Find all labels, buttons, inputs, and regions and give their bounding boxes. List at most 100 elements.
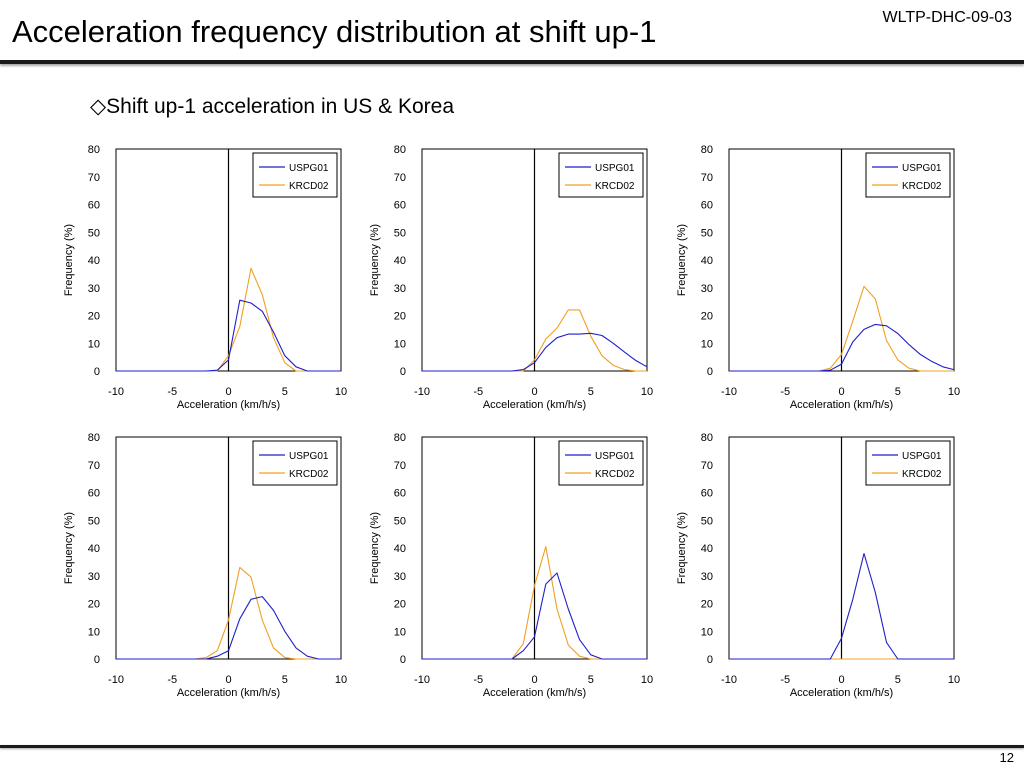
legend-label: KRCD02 bbox=[595, 181, 635, 192]
legend-box bbox=[252, 152, 338, 198]
y-axis-label: Frequency (%) bbox=[63, 512, 75, 584]
legend-box bbox=[865, 440, 951, 486]
x-axis-label: Acceleration (km/h/s) bbox=[483, 687, 586, 699]
x-tick-label: 0 bbox=[225, 386, 231, 398]
series-line-uspg01 bbox=[422, 572, 647, 660]
y-tick-label: 80 bbox=[701, 144, 713, 156]
y-tick-label: 40 bbox=[701, 255, 713, 267]
y-tick-label: 60 bbox=[88, 488, 100, 500]
legend-label: KRCD02 bbox=[902, 181, 942, 192]
x-tick-label: 0 bbox=[838, 674, 844, 686]
x-tick-label: -10 bbox=[108, 674, 124, 686]
y-tick-label: 10 bbox=[394, 626, 406, 638]
x-axis-label: Acceleration (km/h/s) bbox=[483, 399, 586, 411]
legend-label: USPG01 bbox=[289, 451, 329, 462]
y-tick-label: 20 bbox=[701, 599, 713, 611]
series-line-uspg01 bbox=[729, 552, 954, 660]
y-tick-label: 40 bbox=[394, 255, 406, 267]
legend-label: USPG01 bbox=[595, 163, 635, 174]
footer-divider bbox=[0, 745, 1024, 748]
y-tick-label: 10 bbox=[394, 338, 406, 350]
y-tick-label: 60 bbox=[394, 488, 406, 500]
series-line-uspg01 bbox=[116, 299, 341, 372]
series-line-uspg01 bbox=[729, 323, 955, 372]
y-tick-label: 10 bbox=[88, 626, 100, 638]
y-tick-label: 20 bbox=[88, 311, 100, 323]
y-tick-label: 70 bbox=[394, 460, 406, 472]
chart-panel-2: 0 10 20 30 40 50 60 70 80 -10 -5 0 5 10 Acceleration (… bbox=[369, 144, 653, 411]
chart-panel-1: 0 10 20 30 40 50 60 70 80 -10 -5 0 5 10 Acceleration (… bbox=[63, 144, 347, 411]
y-tick-label: 70 bbox=[88, 460, 100, 472]
y-tick-label: 40 bbox=[88, 543, 100, 555]
chart-panel-5: 0 10 20 30 40 50 60 70 80 -10 -5 0 5 10 Acceleration (… bbox=[369, 432, 653, 699]
y-axis-label: Frequency (%) bbox=[369, 224, 381, 296]
legend-box bbox=[865, 152, 951, 198]
slide-title: Acceleration frequency distribution at s… bbox=[12, 14, 657, 49]
x-tick-label: -5 bbox=[780, 386, 790, 398]
x-axis-label: Acceleration (km/h/s) bbox=[177, 687, 280, 699]
x-tick-label: 5 bbox=[282, 674, 288, 686]
y-tick-label: 80 bbox=[88, 432, 100, 444]
y-tick-label: 0 bbox=[707, 366, 713, 378]
y-tick-label: 0 bbox=[400, 654, 406, 666]
x-tick-label: -5 bbox=[473, 674, 483, 686]
y-tick-label: 20 bbox=[394, 599, 406, 611]
legend-label: USPG01 bbox=[595, 451, 635, 462]
y-tick-label: 80 bbox=[394, 144, 406, 156]
x-tick-label: -10 bbox=[414, 386, 430, 398]
y-tick-label: 50 bbox=[701, 515, 713, 527]
y-tick-label: 80 bbox=[394, 432, 406, 444]
y-tick-label: 60 bbox=[701, 200, 713, 212]
series-line-uspg01 bbox=[116, 596, 341, 660]
y-tick-label: 0 bbox=[94, 366, 100, 378]
legend-label: USPG01 bbox=[902, 163, 942, 174]
y-tick-label: 80 bbox=[701, 432, 713, 444]
x-axis-label: Acceleration (km/h/s) bbox=[790, 399, 893, 411]
x-tick-label: 10 bbox=[335, 386, 347, 398]
x-tick-label: 0 bbox=[531, 386, 537, 398]
x-tick-label: -10 bbox=[414, 674, 430, 686]
section-subtitle: ◇Shift up-1 acceleration in US & Korea bbox=[90, 95, 455, 118]
y-tick-label: 30 bbox=[394, 283, 406, 295]
legend-label: KRCD02 bbox=[902, 469, 942, 480]
x-tick-label: -10 bbox=[108, 386, 124, 398]
legend-label: USPG01 bbox=[289, 163, 329, 174]
y-tick-label: 10 bbox=[701, 338, 713, 350]
y-tick-label: 60 bbox=[88, 200, 100, 212]
x-tick-label: 5 bbox=[895, 674, 901, 686]
y-tick-label: 20 bbox=[701, 311, 713, 323]
y-tick-label: 60 bbox=[394, 200, 406, 212]
x-tick-label: -5 bbox=[780, 674, 790, 686]
y-tick-label: 70 bbox=[701, 172, 713, 184]
x-tick-label: 0 bbox=[531, 674, 537, 686]
x-tick-label: 5 bbox=[588, 386, 594, 398]
page-number: 12 bbox=[999, 750, 1014, 765]
legend-box bbox=[558, 440, 644, 486]
x-tick-label: 10 bbox=[948, 386, 960, 398]
y-tick-label: 20 bbox=[88, 599, 100, 611]
title-divider bbox=[0, 60, 1024, 64]
y-tick-label: 70 bbox=[394, 172, 406, 184]
x-tick-label: -10 bbox=[721, 674, 737, 686]
x-axis-label: Acceleration (km/h/s) bbox=[790, 687, 893, 699]
chart-panel-4: 0 10 20 30 40 50 60 70 80 -10 -5 0 5 10 Acceleration (… bbox=[63, 432, 347, 699]
y-tick-label: 30 bbox=[88, 571, 100, 583]
y-tick-label: 10 bbox=[88, 338, 100, 350]
y-axis-label: Frequency (%) bbox=[676, 512, 688, 584]
y-tick-label: 30 bbox=[701, 283, 713, 295]
y-tick-label: 60 bbox=[701, 488, 713, 500]
y-tick-label: 0 bbox=[94, 654, 100, 666]
y-tick-label: 70 bbox=[701, 460, 713, 472]
y-tick-label: 40 bbox=[88, 255, 100, 267]
y-axis-label: Frequency (%) bbox=[676, 224, 688, 296]
y-tick-label: 50 bbox=[88, 515, 100, 527]
x-tick-label: -10 bbox=[721, 386, 737, 398]
x-tick-label: 10 bbox=[641, 674, 653, 686]
x-axis-label: Acceleration (km/h/s) bbox=[177, 399, 280, 411]
x-tick-label: -5 bbox=[167, 674, 177, 686]
y-tick-label: 50 bbox=[88, 227, 100, 239]
legend-label: KRCD02 bbox=[289, 181, 329, 192]
x-tick-label: 0 bbox=[838, 386, 844, 398]
y-tick-label: 40 bbox=[701, 543, 713, 555]
